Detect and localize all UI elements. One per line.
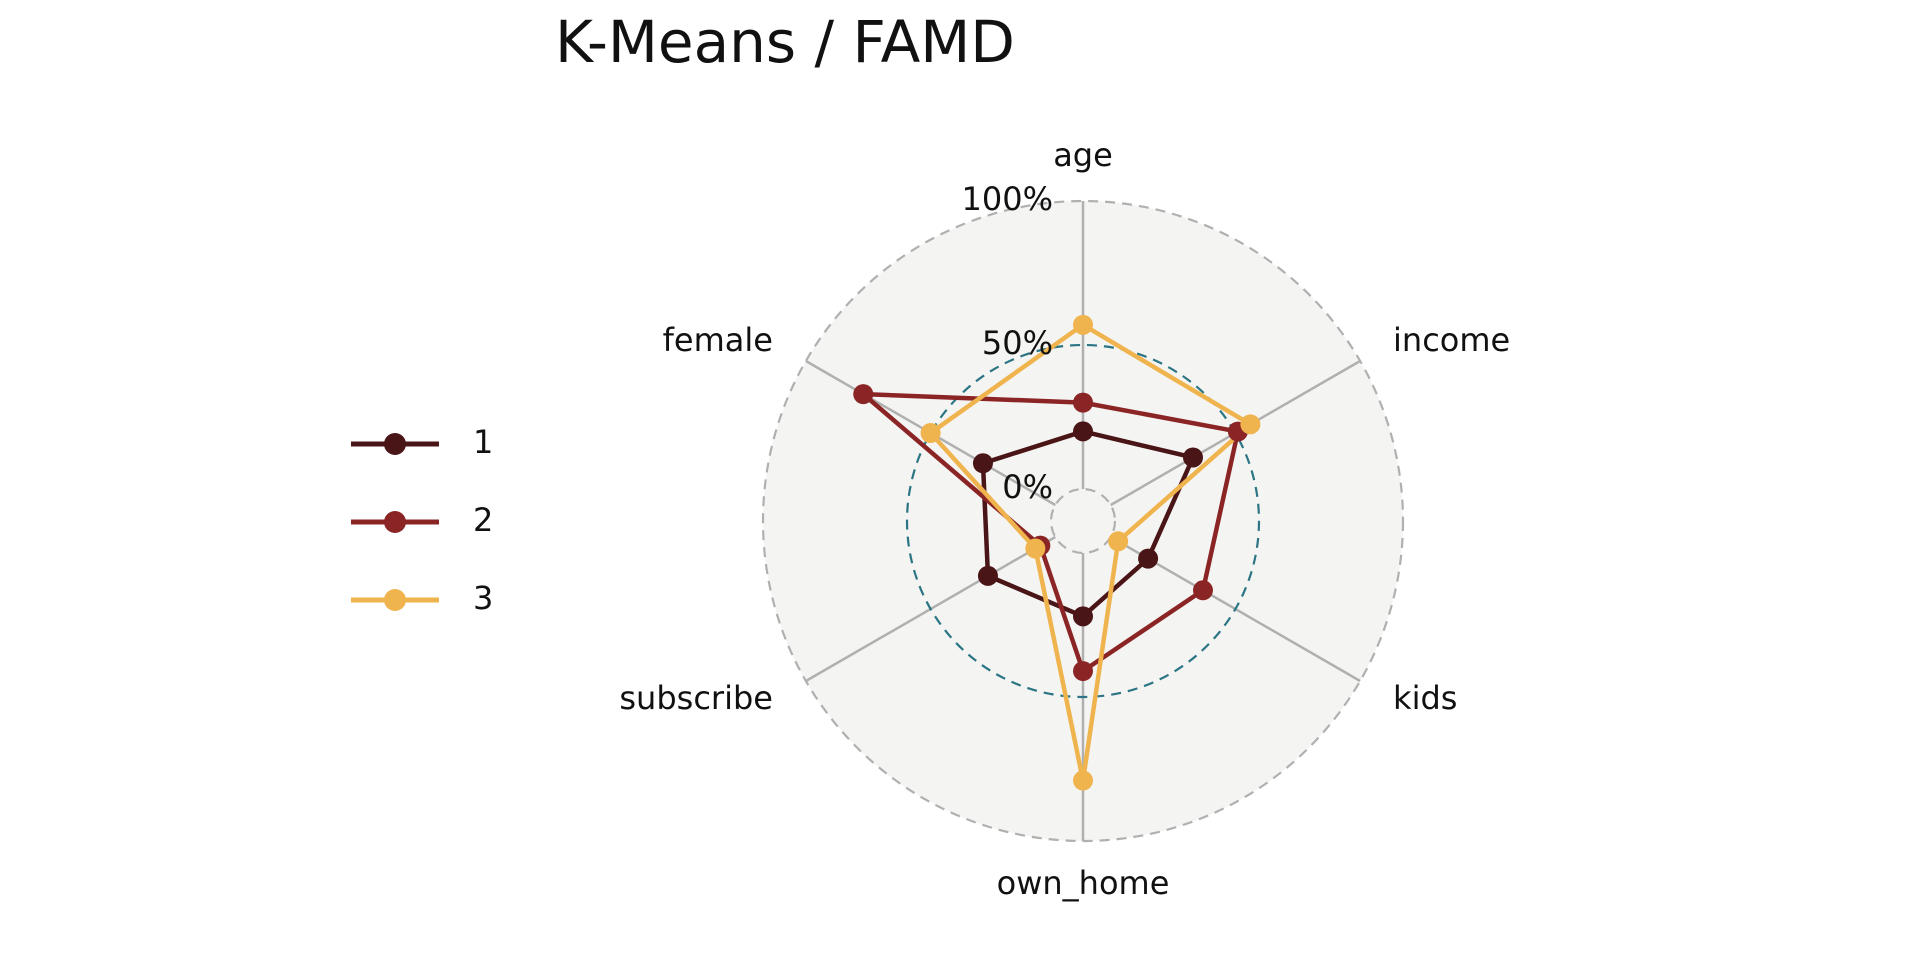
legend-label: 1 <box>473 423 493 461</box>
axis-label: age <box>1053 136 1113 174</box>
legend-marker <box>384 433 406 455</box>
legend-marker <box>384 589 406 611</box>
data-point <box>1073 661 1093 682</box>
data-point <box>1073 770 1093 791</box>
legend-marker <box>384 511 406 533</box>
grid-circle <box>905 343 1261 699</box>
grid-circle <box>1049 487 1117 555</box>
legend-label: 2 <box>473 501 493 539</box>
chart-title: K-Means / FAMD <box>555 8 1015 76</box>
data-point <box>1183 447 1204 468</box>
data-point <box>853 384 874 405</box>
data-point <box>920 423 941 444</box>
y-tick-label: 0% <box>1002 468 1053 506</box>
axis-label: income <box>1393 321 1510 359</box>
data-point <box>1192 580 1213 601</box>
data-point <box>1025 538 1046 559</box>
data-point <box>977 565 998 586</box>
data-point <box>1073 392 1093 413</box>
data-point <box>1073 314 1093 335</box>
legend-label: 3 <box>473 579 493 617</box>
axis-label: kids <box>1393 679 1457 717</box>
data-point <box>1073 421 1093 442</box>
data-point <box>972 453 993 474</box>
axis-label: own_home <box>997 864 1170 902</box>
data-point <box>1073 606 1093 627</box>
y-tick-label: 50% <box>982 324 1053 362</box>
data-point <box>1138 548 1159 569</box>
y-tick-label: 100% <box>962 180 1053 218</box>
grid-circle <box>761 199 1405 843</box>
axis-label: female <box>663 321 773 359</box>
axis-label: subscribe <box>619 679 773 717</box>
data-point <box>1108 531 1129 552</box>
data-point <box>1240 414 1261 435</box>
plot-background <box>763 201 1403 841</box>
